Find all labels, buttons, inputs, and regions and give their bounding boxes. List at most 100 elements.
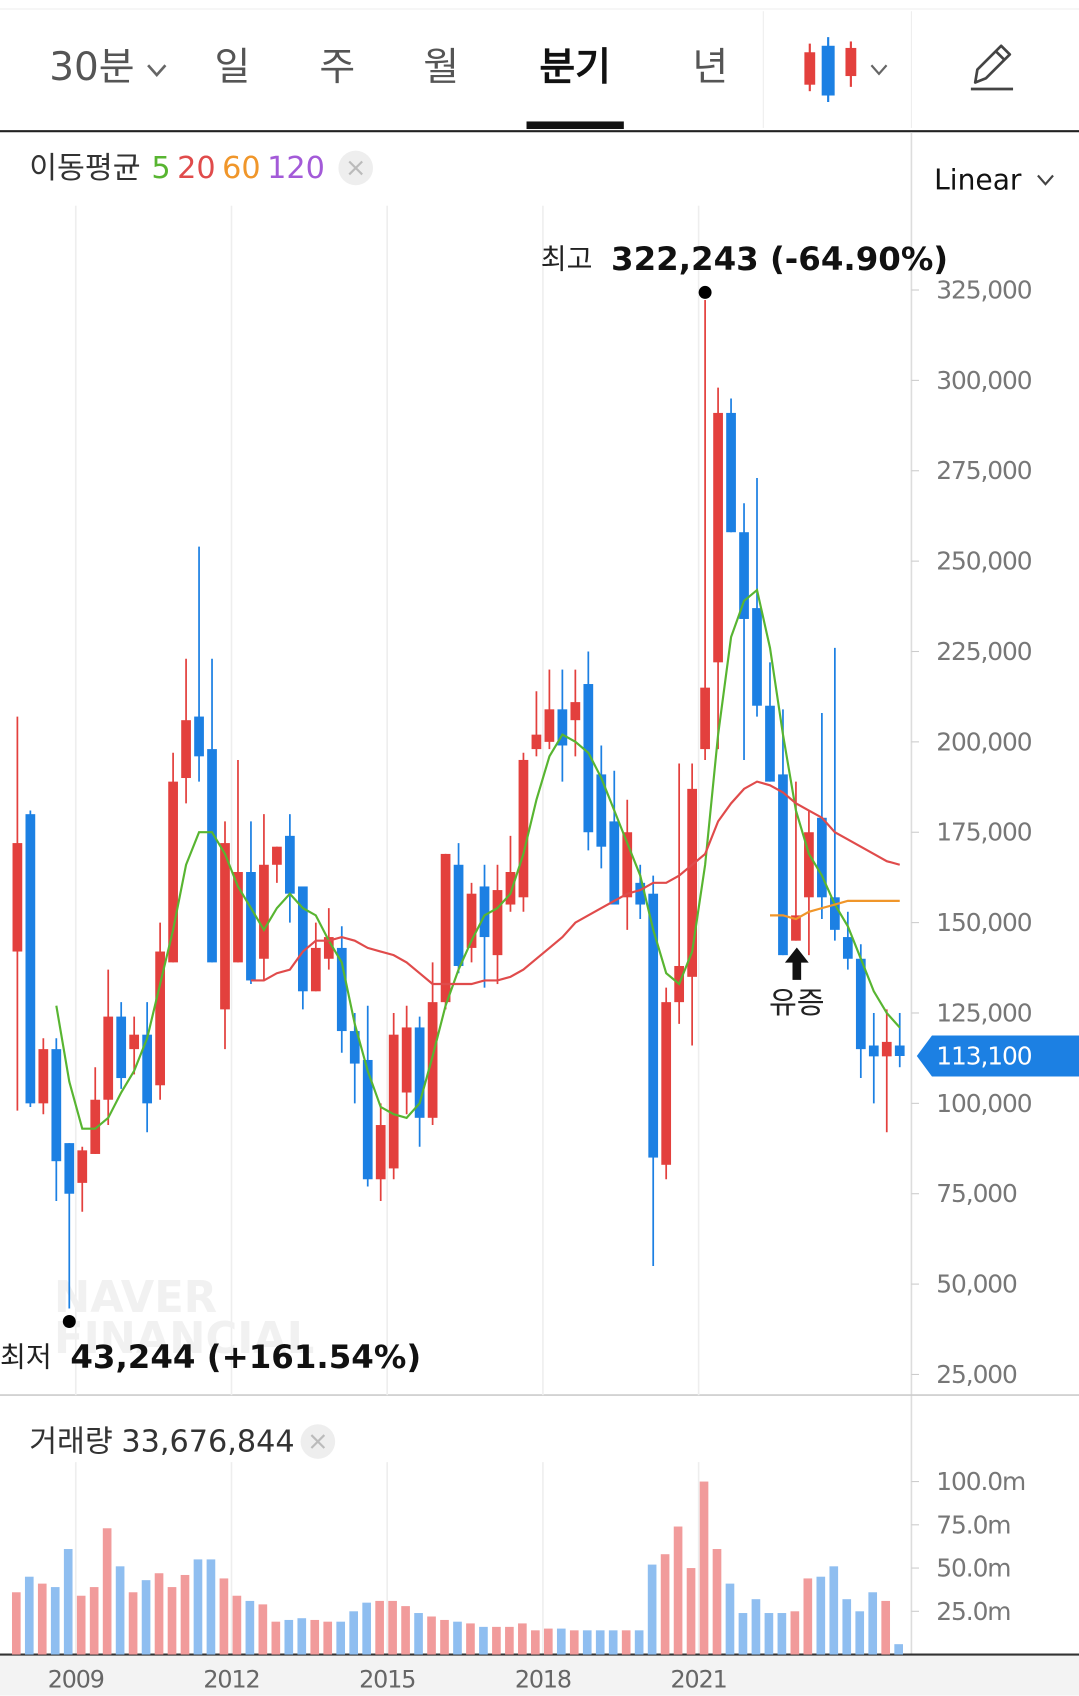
candle-body [829, 897, 840, 930]
volume-bar [712, 1549, 722, 1655]
y-tick-label: 75.0m [936, 1510, 1010, 1539]
volume-bar [115, 1566, 125, 1655]
volume-bar [621, 1630, 631, 1655]
watermark: FINANCIAL [54, 1314, 314, 1364]
candle-body [220, 843, 230, 1010]
x-tick-label: 2018 [515, 1665, 571, 1693]
candle-body [570, 702, 581, 721]
price-tag-label: 113,100 [936, 1041, 1031, 1070]
scale-label[interactable]: Linear [934, 163, 1022, 196]
y-tick-label: 100.0m [936, 1467, 1025, 1496]
watermark: NAVER [54, 1273, 217, 1323]
tab[interactable]: 월 [423, 45, 459, 90]
candle-body [349, 1031, 360, 1064]
price-tag [916, 1035, 1079, 1077]
volume-bar [154, 1573, 164, 1655]
candle-body [726, 412, 736, 533]
tab[interactable]: 년 [692, 45, 728, 90]
volume-bar [466, 1623, 475, 1655]
volume-bar [232, 1595, 242, 1655]
candle-body [466, 893, 477, 948]
volume-bar [258, 1604, 268, 1655]
candle-body [765, 705, 775, 782]
candle-body [246, 872, 256, 981]
candle-body [479, 886, 490, 938]
legend-entry[interactable]: 5 [151, 150, 170, 185]
volume-bar [167, 1587, 177, 1655]
y-tick-label: 175,000 [936, 818, 1031, 847]
high-value: 322,243 (-64.90%) [611, 240, 948, 278]
volume-title-value: 33,676,844 [121, 1424, 294, 1459]
low-marker [62, 1315, 76, 1328]
volume-bar [245, 1600, 255, 1655]
volume-bar [193, 1559, 203, 1655]
candle-body [791, 915, 801, 941]
candle-body [531, 734, 542, 750]
candle-body [297, 886, 308, 992]
volume-bar [24, 1576, 34, 1655]
volume-bar [881, 1600, 891, 1655]
y-tick-label: 275,000 [936, 456, 1031, 485]
volume-bar [284, 1619, 294, 1655]
candle-body [323, 937, 334, 959]
volume-bar [141, 1580, 151, 1655]
volume-bar [505, 1626, 514, 1655]
volume-bar [180, 1574, 190, 1655]
volume-bar [634, 1630, 644, 1655]
low-label: 최저 [0, 1341, 52, 1374]
volume-bar [829, 1566, 839, 1655]
legend-entry[interactable]: 60 [222, 150, 261, 185]
candle-body [894, 1045, 905, 1056]
tab-underline [526, 121, 624, 130]
volume-bar [102, 1528, 112, 1655]
y-tick-label: 100,000 [936, 1089, 1031, 1118]
volume-bar [725, 1583, 735, 1655]
candle-body [90, 1099, 101, 1154]
y-tick-label: 300,000 [936, 366, 1031, 395]
x-tick-label: 2015 [359, 1665, 415, 1693]
volume-bar [206, 1559, 216, 1655]
draw-button[interactable] [970, 44, 1014, 91]
moving-average [55, 588, 901, 1130]
volume-bar [673, 1526, 683, 1655]
high-marker [698, 285, 712, 299]
legend-entry[interactable]: 120 [267, 150, 325, 185]
candle-body [259, 864, 269, 959]
volume-bar [453, 1621, 462, 1655]
volume-close[interactable] [300, 1424, 336, 1459]
tab[interactable]: 30분 [49, 45, 134, 90]
candle-body [868, 1045, 879, 1057]
candle-body [700, 687, 710, 750]
y-tick-label: 325,000 [936, 276, 1031, 305]
x-tick-label: 2021 [671, 1665, 727, 1693]
chart-type-button[interactable] [804, 37, 888, 102]
y-tick-label: 50.0m [936, 1554, 1010, 1583]
candle-body [25, 814, 36, 1104]
candle-body [622, 832, 633, 898]
volume-bar [868, 1592, 878, 1655]
volume-bar [764, 1613, 774, 1655]
tab[interactable]: 분기 [539, 45, 611, 90]
candle-body [817, 817, 827, 898]
candle-body [881, 1041, 892, 1057]
volume-bar [738, 1613, 748, 1655]
candle-body [687, 788, 697, 977]
legend-entry[interactable]: 20 [177, 150, 216, 185]
volume-bar [699, 1481, 709, 1655]
time-axis-band [0, 1655, 1079, 1696]
volume-bar [842, 1599, 852, 1655]
volume-bar [297, 1618, 307, 1655]
dropdown-chevron [147, 64, 167, 78]
legend-close[interactable] [338, 150, 374, 186]
tab[interactable]: 주 [319, 45, 355, 90]
candle-body [272, 846, 282, 865]
moving-average [250, 780, 901, 986]
event-label: 유증 [769, 986, 825, 1021]
tab[interactable]: 일 [215, 45, 251, 90]
candle-body [194, 716, 204, 757]
candle-body [842, 937, 853, 959]
volume-bar [11, 1592, 21, 1655]
candle-body [804, 832, 814, 898]
